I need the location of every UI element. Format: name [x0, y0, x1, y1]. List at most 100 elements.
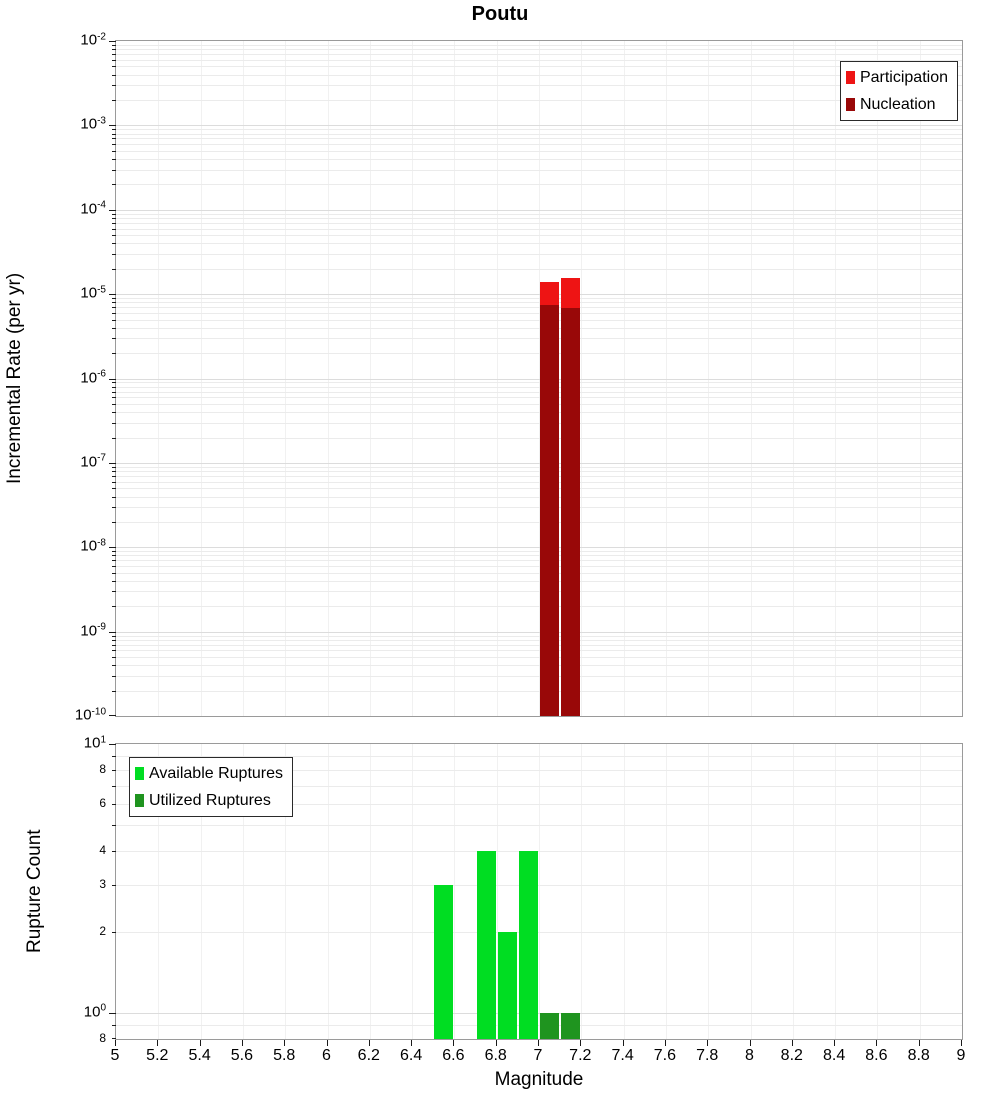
bar-utilized-ruptures: [540, 1012, 560, 1039]
gridline-horizontal: [116, 547, 962, 549]
gridline-vertical: [454, 744, 456, 1039]
y-tick: [109, 631, 116, 633]
x-tick-label: 8: [745, 1047, 754, 1064]
y-tick: [112, 298, 116, 299]
y-tick-label: 10-9: [80, 621, 106, 640]
chart-title: Poutu: [471, 3, 529, 25]
legend-label: Nucleation: [859, 95, 936, 113]
gridline-horizontal: [116, 462, 962, 464]
gridline-horizontal: [116, 675, 962, 677]
y-tick: [109, 462, 116, 464]
y-tick-label: 10-3: [80, 115, 106, 133]
y-tick: [112, 159, 116, 160]
y-tick-label: 10-7: [80, 452, 106, 471]
x-tick: [538, 1040, 539, 1046]
x-tick: [453, 1040, 455, 1046]
y-tick: [112, 1038, 116, 1039]
y-tick: [112, 635, 116, 637]
gridline-horizontal: [116, 507, 962, 508]
y-tick: [112, 228, 116, 230]
x-tick: [749, 1040, 751, 1046]
gridline-horizontal: [116, 391, 962, 393]
y-tick: [112, 580, 116, 582]
gridline-horizontal: [116, 397, 962, 399]
y-tick: [112, 169, 116, 171]
gridline-horizontal: [116, 85, 962, 87]
gridline-horizontal: [116, 770, 962, 772]
legend-label: Participation: [859, 68, 948, 86]
y-tick: [112, 327, 116, 329]
y-tick: [112, 353, 116, 355]
x-tick-label: 8.6: [865, 1047, 888, 1064]
x-tick: [115, 1040, 116, 1046]
gridline-horizontal: [116, 49, 962, 51]
y-tick: [112, 475, 116, 477]
gridline-horizontal: [116, 566, 962, 567]
x-tick: [580, 1040, 582, 1046]
y-tick: [112, 665, 116, 667]
gridline-horizontal: [116, 644, 962, 646]
gridline-horizontal: [116, 591, 962, 593]
y-tick: [112, 1025, 116, 1027]
y-tick: [112, 49, 116, 51]
y-tick: [112, 213, 116, 215]
gridline-vertical: [496, 744, 498, 1039]
legend-swatch-icon: [135, 767, 144, 780]
gridline-vertical: [750, 744, 752, 1039]
gridline-horizontal: [116, 690, 962, 692]
gridline-horizontal: [116, 785, 962, 787]
gridline-horizontal: [116, 1025, 962, 1027]
y-tick: [109, 209, 116, 211]
gridline-horizontal: [116, 488, 962, 490]
x-tick-label: 6.8: [484, 1047, 507, 1064]
x-tick: [368, 1040, 370, 1046]
bar-available-ruptures: [518, 851, 538, 1039]
gridline-horizontal: [116, 422, 962, 424]
x-tick-label: 5.8: [273, 1047, 296, 1064]
y-tick-label: 101: [83, 734, 106, 752]
y-tick: [109, 744, 116, 745]
gridline-horizontal: [116, 159, 962, 160]
y-tick: [109, 378, 116, 380]
gridline-horizontal: [116, 228, 962, 230]
y-tick: [112, 566, 116, 567]
gridline-horizontal: [116, 327, 962, 329]
bar-utilized-ruptures: [561, 1012, 581, 1039]
y-tick: [112, 253, 116, 255]
x-tick: [199, 1040, 201, 1046]
legend-label: Available Ruptures: [149, 764, 284, 782]
gridline-horizontal: [116, 635, 962, 637]
x-tick: [791, 1040, 793, 1046]
y-tick: [112, 222, 116, 224]
y-tick: [112, 184, 116, 186]
legend-item-participation: Participation: [845, 64, 948, 91]
gridline-horizontal: [116, 74, 962, 76]
gridline-horizontal: [116, 932, 962, 933]
gridline-horizontal: [116, 521, 962, 523]
x-tick: [622, 1040, 624, 1046]
gridline-horizontal: [116, 66, 962, 68]
y-tick: [112, 507, 116, 508]
x-tick: [241, 1040, 243, 1046]
gridline-horizontal: [116, 150, 962, 152]
y-tick: [112, 606, 116, 608]
y-tick-label: 6: [99, 795, 106, 810]
gridline-horizontal: [116, 129, 962, 131]
x-tick-label: 5.6: [230, 1047, 254, 1064]
x-tick: [284, 1040, 286, 1046]
x-tick: [326, 1040, 328, 1046]
legend-swatch-icon: [845, 71, 855, 84]
y-tick: [112, 551, 116, 553]
y-tick: [112, 144, 116, 146]
gridline-vertical: [369, 744, 371, 1039]
y-tick: [112, 386, 116, 388]
legend-item-available-ruptures: Available Ruptures: [135, 760, 283, 787]
x-tick-label: 8.2: [780, 1047, 803, 1064]
gridline-vertical: [665, 744, 667, 1039]
y-tick: [112, 338, 116, 340]
y-tick: [112, 54, 116, 56]
legend: Participation Nucleation: [839, 61, 958, 121]
gridline-horizontal: [116, 851, 962, 852]
y-tick: [112, 496, 116, 498]
